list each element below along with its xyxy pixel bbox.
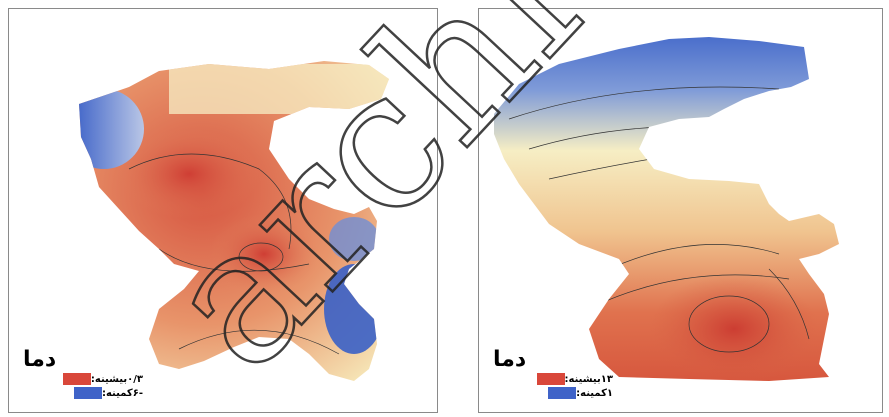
temperature-map-right: دما بیشینه: ۱۳ کمینه: ۱ bbox=[478, 8, 883, 413]
legend-max-value: ۰/۳ bbox=[127, 373, 143, 385]
legend-max-swatch bbox=[62, 373, 91, 385]
map-left-canvas bbox=[79, 61, 389, 381]
legend-max-row: بیشینه: ۱۳ bbox=[493, 372, 613, 386]
legend-min-value: -۶ bbox=[132, 387, 143, 399]
legend-min-swatch bbox=[548, 387, 577, 399]
legend-min-swatch bbox=[73, 387, 102, 399]
legend-max-label: بیشینه: bbox=[90, 373, 128, 385]
legend-left: دما بیشینه: ۰/۳ کمینه: -۶ bbox=[23, 348, 143, 400]
legend-max-row: بیشینه: ۰/۳ bbox=[23, 372, 143, 386]
legend-right: دما بیشینه: ۱۳ کمینه: ۱ bbox=[493, 348, 613, 400]
legend-max-label: بیشینه: bbox=[564, 373, 601, 385]
temperature-map-left: دما بیشینه: ۰/۳ کمینه: -۶ bbox=[8, 8, 438, 413]
legend-title: دما bbox=[23, 347, 57, 372]
legend-max-value: ۱۳ bbox=[600, 373, 613, 385]
map-right-canvas bbox=[494, 37, 839, 381]
legend-min-value: ۱ bbox=[606, 387, 613, 399]
legend-min-label: کمینه: bbox=[576, 387, 607, 399]
legend-max-swatch bbox=[536, 373, 565, 385]
legend-min-row: کمینه: ۱ bbox=[493, 386, 613, 400]
legend-min-row: کمینه: -۶ bbox=[23, 386, 143, 400]
legend-min-label: کمینه: bbox=[101, 387, 133, 399]
legend-title: دما bbox=[493, 347, 527, 372]
